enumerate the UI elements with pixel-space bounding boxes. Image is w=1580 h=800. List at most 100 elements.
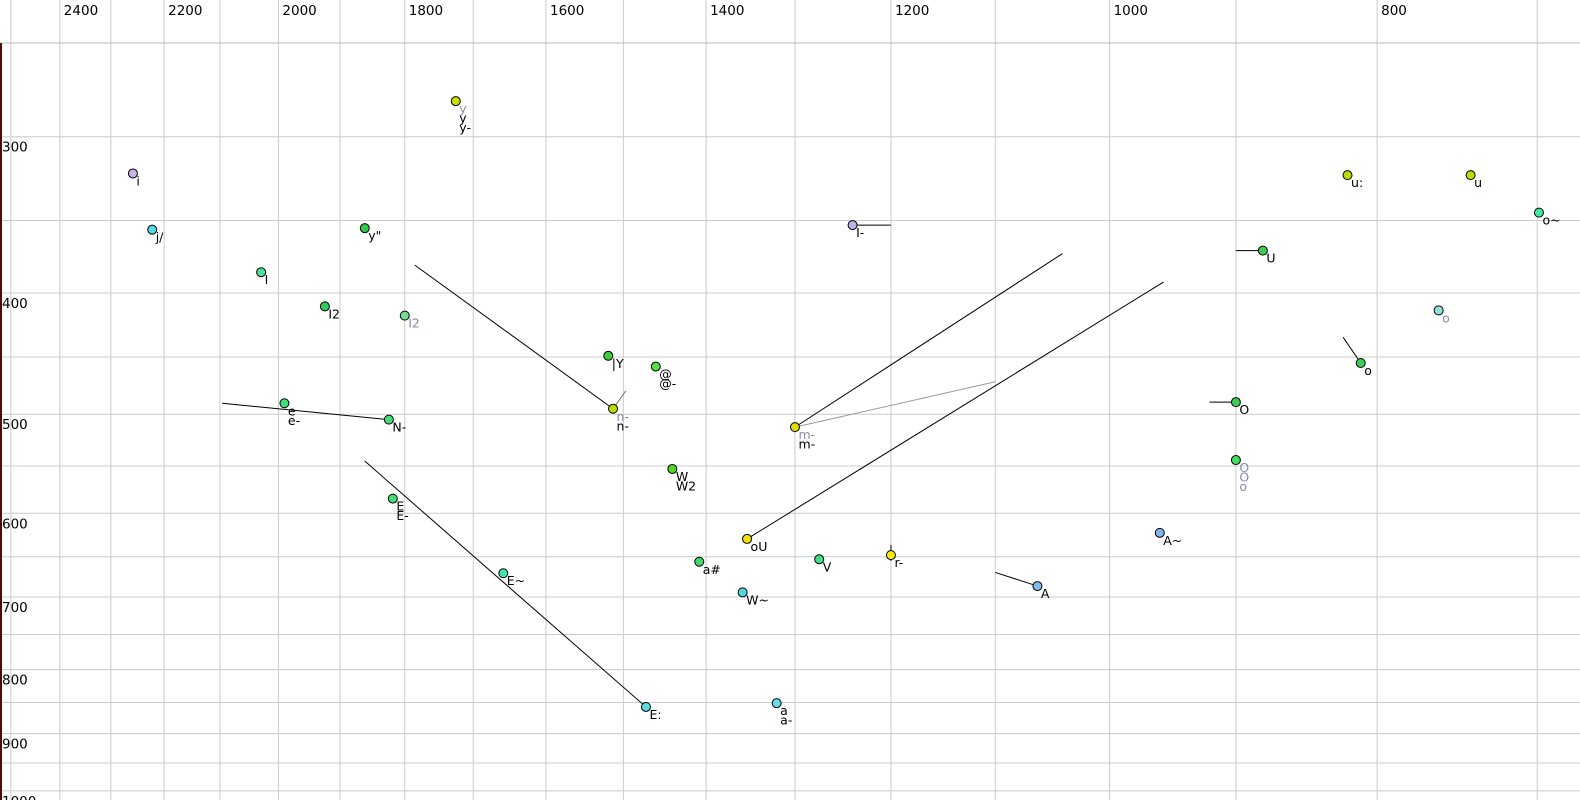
data-point-dot (279, 398, 290, 409)
data-point-label: y (459, 101, 467, 116)
data-point-dot (667, 463, 678, 474)
data-point-label: o (1442, 310, 1450, 325)
trajectory-line (1342, 337, 1362, 364)
data-point-dot (498, 568, 509, 579)
data-point-label: W (676, 469, 688, 484)
data-point-label: E (396, 499, 404, 514)
data-point-dot (1230, 455, 1241, 466)
data-point-label: N- (392, 420, 406, 435)
data-point-dot (737, 587, 748, 598)
y-tick-label: 900 (2, 737, 28, 753)
x-tick-label: 1800 (409, 3, 443, 19)
data-point-dot (256, 267, 267, 278)
data-point-label: n- (617, 409, 629, 424)
data-point-dot (789, 422, 800, 433)
data-point-label: m- (798, 437, 815, 452)
data-point-dot (383, 414, 394, 425)
data-point-label: E- (396, 508, 408, 523)
data-point-label: r- (894, 555, 903, 570)
data-point-label: a (780, 703, 788, 718)
data-point-label: i (136, 173, 139, 188)
x-tick-label: 800 (1381, 3, 1407, 19)
data-point-label: y" (368, 228, 381, 243)
data-point-dot (814, 554, 825, 565)
x-tick-label: 1400 (710, 3, 744, 19)
y-tick-label: 700 (2, 600, 28, 616)
trajectory-line (364, 460, 647, 708)
data-point-label: y- (459, 120, 471, 135)
data-point-dot (1032, 581, 1043, 592)
data-point-label: I2 (328, 306, 340, 321)
data-point-label: j/ (155, 230, 164, 245)
data-point-dot (742, 533, 753, 544)
data-point-label: @- (659, 376, 676, 391)
data-point-label: O (1239, 470, 1249, 485)
data-point-label: E~ (507, 573, 525, 588)
data-point-dot (1355, 357, 1366, 368)
data-point-dot (694, 556, 705, 567)
trajectory-line (414, 264, 614, 410)
data-point-dot (885, 550, 896, 561)
data-point-label: I- (856, 225, 864, 240)
data-point-label: o (1364, 363, 1372, 378)
data-point-dot (1230, 397, 1241, 408)
data-point-label: V (823, 559, 832, 574)
data-point-label: oU (751, 539, 768, 554)
data-point-dot (650, 361, 661, 372)
x-tick-label: 1000 (1114, 3, 1148, 19)
data-point-label: A~ (1163, 533, 1182, 548)
data-point-label: u (1474, 175, 1482, 190)
data-point-label: n- (617, 418, 629, 433)
x-tick-label: 2000 (282, 3, 316, 19)
data-point-dot (1465, 170, 1476, 181)
data-point-dot (450, 96, 461, 107)
data-point-dot (1433, 305, 1444, 316)
y-tick-label: 400 (2, 296, 28, 312)
y-tick-label: 600 (2, 516, 28, 532)
data-point-label: e (288, 403, 296, 418)
x-tick-label: 1600 (550, 3, 584, 19)
data-point-dot (359, 223, 370, 234)
data-point-dot (608, 403, 619, 414)
data-point-label: m- (798, 427, 815, 442)
data-point-dot (1342, 170, 1353, 181)
data-point-label: I2 (408, 316, 420, 331)
y-tick-label: 800 (2, 673, 28, 689)
data-point-label: I (265, 272, 269, 287)
data-point-dot (319, 301, 330, 312)
x-tick-label: 2400 (64, 3, 98, 19)
data-point-label: u: (1351, 175, 1363, 190)
data-point-dot (771, 698, 782, 709)
data-point-label: O (1239, 402, 1249, 417)
data-point-label: o~ (1542, 213, 1560, 228)
y-tick-label: 500 (2, 417, 28, 433)
y-tick-label: 1000 (2, 794, 36, 800)
data-point-label: @ (659, 367, 672, 382)
data-point-dot (399, 310, 410, 321)
trajectory-line (746, 281, 1164, 540)
data-point-label: O (1239, 460, 1249, 475)
data-point-dot (603, 350, 614, 361)
data-point-dot (640, 701, 651, 712)
trajectory-line (794, 253, 1063, 428)
trajectory-line (222, 402, 389, 421)
data-point-dot (847, 220, 858, 231)
x-tick-label: 1200 (895, 3, 929, 19)
data-point-label: y (459, 111, 467, 126)
y-tick-label: 300 (2, 140, 28, 156)
data-point-label: a# (703, 562, 721, 577)
data-point-dot (1257, 245, 1268, 256)
data-point-label: a- (780, 713, 792, 728)
x-tick-label: 2200 (168, 3, 202, 19)
data-point-label: W2 (676, 478, 696, 493)
data-point-dot (1154, 527, 1165, 538)
data-point-label: U (1266, 251, 1275, 266)
data-point-label: W~ (746, 592, 769, 607)
data-point-label: |Y (612, 356, 624, 371)
data-point-dot (1533, 207, 1544, 218)
data-point-dot (127, 168, 138, 179)
data-point-label: e- (288, 413, 300, 428)
data-point-dot (387, 493, 398, 504)
